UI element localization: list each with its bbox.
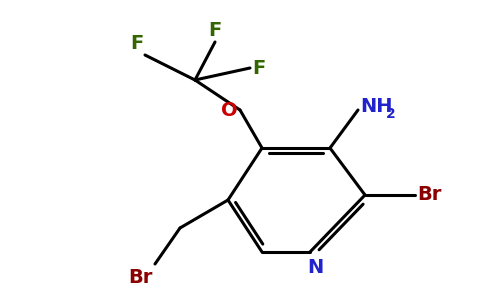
Text: F: F xyxy=(252,58,265,77)
Text: Br: Br xyxy=(417,185,441,205)
Text: F: F xyxy=(209,21,222,40)
Text: O: O xyxy=(221,100,238,119)
Text: NH: NH xyxy=(360,98,393,116)
Text: F: F xyxy=(130,34,143,53)
Text: N: N xyxy=(307,258,323,277)
Text: 2: 2 xyxy=(386,107,396,121)
Text: Br: Br xyxy=(129,268,153,287)
